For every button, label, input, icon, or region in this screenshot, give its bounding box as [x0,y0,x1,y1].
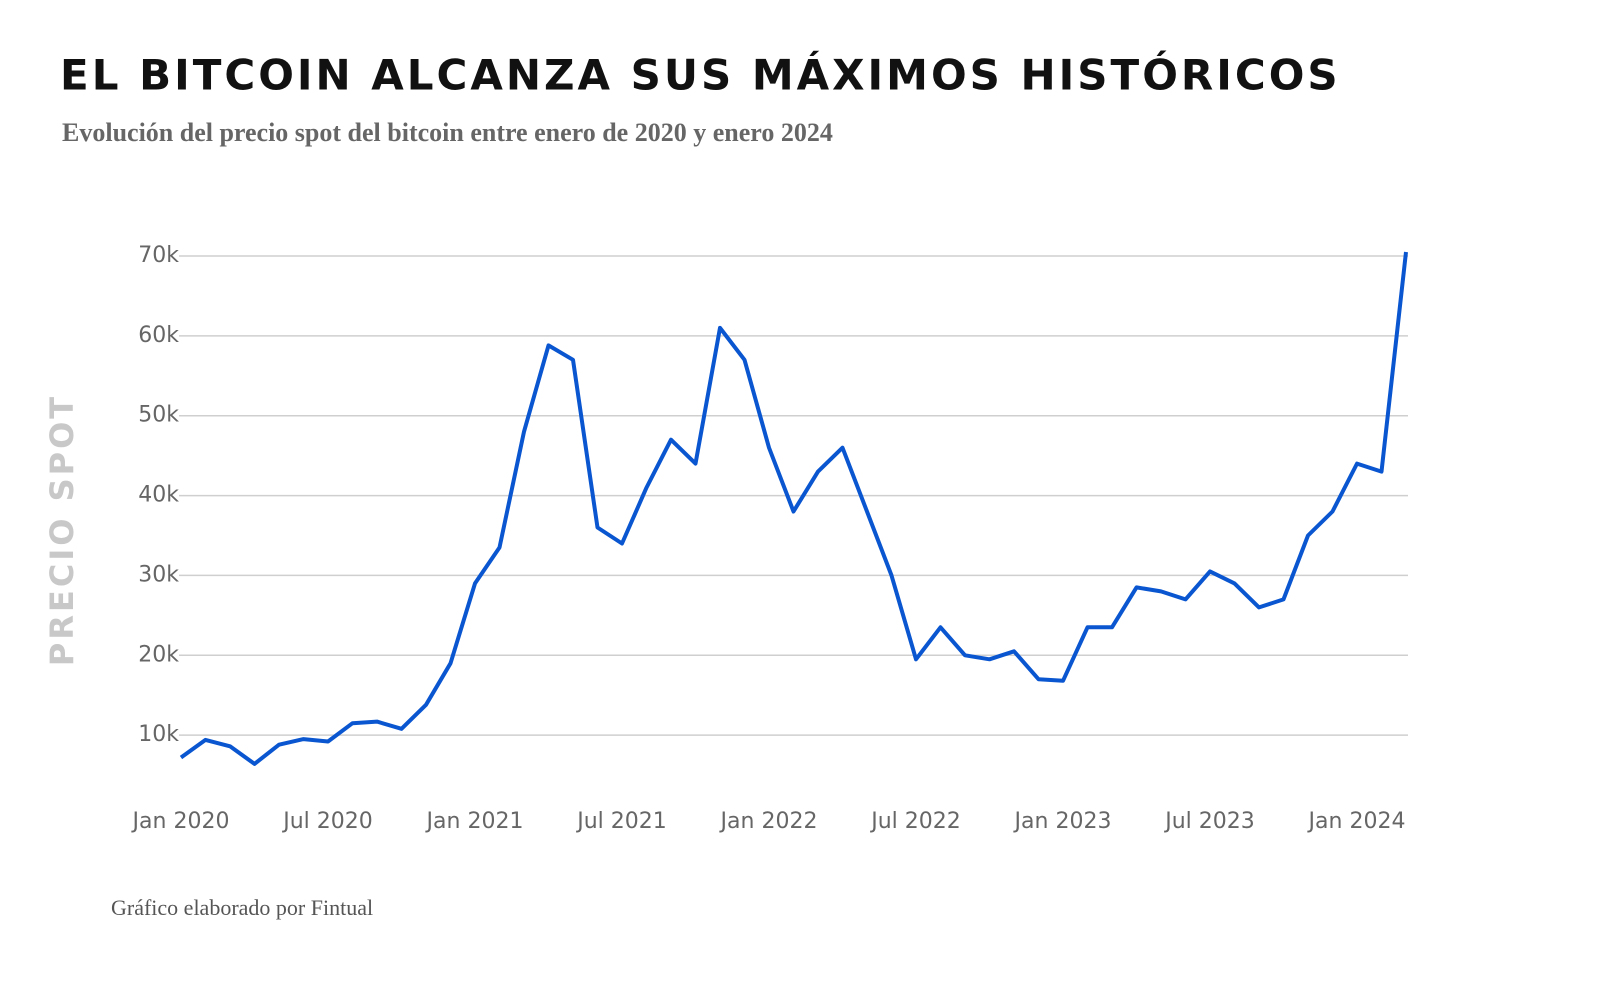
x-tick-label: Jan 2022 [719,809,818,834]
x-tick-label: Jan 2023 [1013,809,1112,834]
y-tick-label: 20k [138,642,179,667]
x-tick-label: Jul 2022 [869,809,961,834]
y-tick-label: 10k [138,722,179,747]
y-tick-label: 50k [138,403,179,428]
note: Gráfico elaborado por Fintual [111,895,373,920]
x-tick-label: Jul 2020 [281,809,373,834]
x-tick-label: Jul 2021 [575,809,667,834]
x-tick-label: Jan 2020 [131,809,230,834]
x-tick-label: Jan 2024 [1307,809,1406,834]
y-axis-label: PRECIO SPOT [43,394,81,666]
chart-subtitle: Evolución del precio spot del bitcoin en… [62,118,833,147]
y-tick-label: 70k [138,243,179,268]
chart-title: EL BITCOIN ALCANZA SUS MÁXIMOS HISTÓRICO… [60,50,1341,100]
price-line [179,251,1408,766]
y-tick-label: 60k [138,323,179,348]
y-tick-label: 40k [138,483,179,508]
x-tick-label: Jul 2023 [1163,809,1255,834]
y-tick-label: 30k [138,562,179,587]
x-tick-label: Jan 2021 [425,809,524,834]
